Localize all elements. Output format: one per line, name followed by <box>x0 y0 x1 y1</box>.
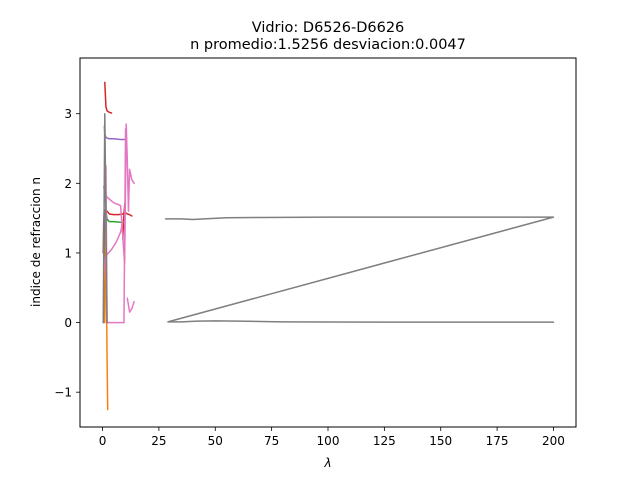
chart-title: Vidrio: D6526-D6626 <box>252 20 405 36</box>
y-tick-label: 1 <box>64 246 72 260</box>
y-axis-label: indice de refraccion n <box>29 177 43 307</box>
x-tick-label: 0 <box>99 434 107 448</box>
series-line-4 <box>104 81 113 114</box>
x-tick-label: 100 <box>317 434 340 448</box>
x-tick-label: 175 <box>486 434 509 448</box>
y-tick-label: 2 <box>64 177 72 191</box>
x-tick-label: 125 <box>373 434 396 448</box>
y-axis: −1 0 1 2 3 <box>54 107 80 400</box>
x-tick-label: 25 <box>151 434 166 448</box>
x-tick-label: 75 <box>264 434 279 448</box>
y-tick-label: −1 <box>54 386 72 400</box>
chart-subtitle: n promedio:1.5256 desviacion:0.0047 <box>190 37 466 53</box>
x-axis-label: λ <box>323 456 331 470</box>
y-tick-label: 0 <box>64 316 72 330</box>
series-line-13 <box>126 297 135 313</box>
x-axis: 0 25 50 75 100 125 150 175 200 <box>99 427 565 448</box>
series-line-11 <box>102 220 124 282</box>
x-tick-label: 200 <box>542 434 565 448</box>
series-line-14 <box>102 112 108 324</box>
series-line-5 <box>106 210 133 217</box>
series-line-15 <box>164 216 555 323</box>
series-group <box>102 81 555 411</box>
x-tick-label: 50 <box>208 434 223 448</box>
y-tick-label: 3 <box>64 107 72 121</box>
x-tick-label: 150 <box>429 434 452 448</box>
